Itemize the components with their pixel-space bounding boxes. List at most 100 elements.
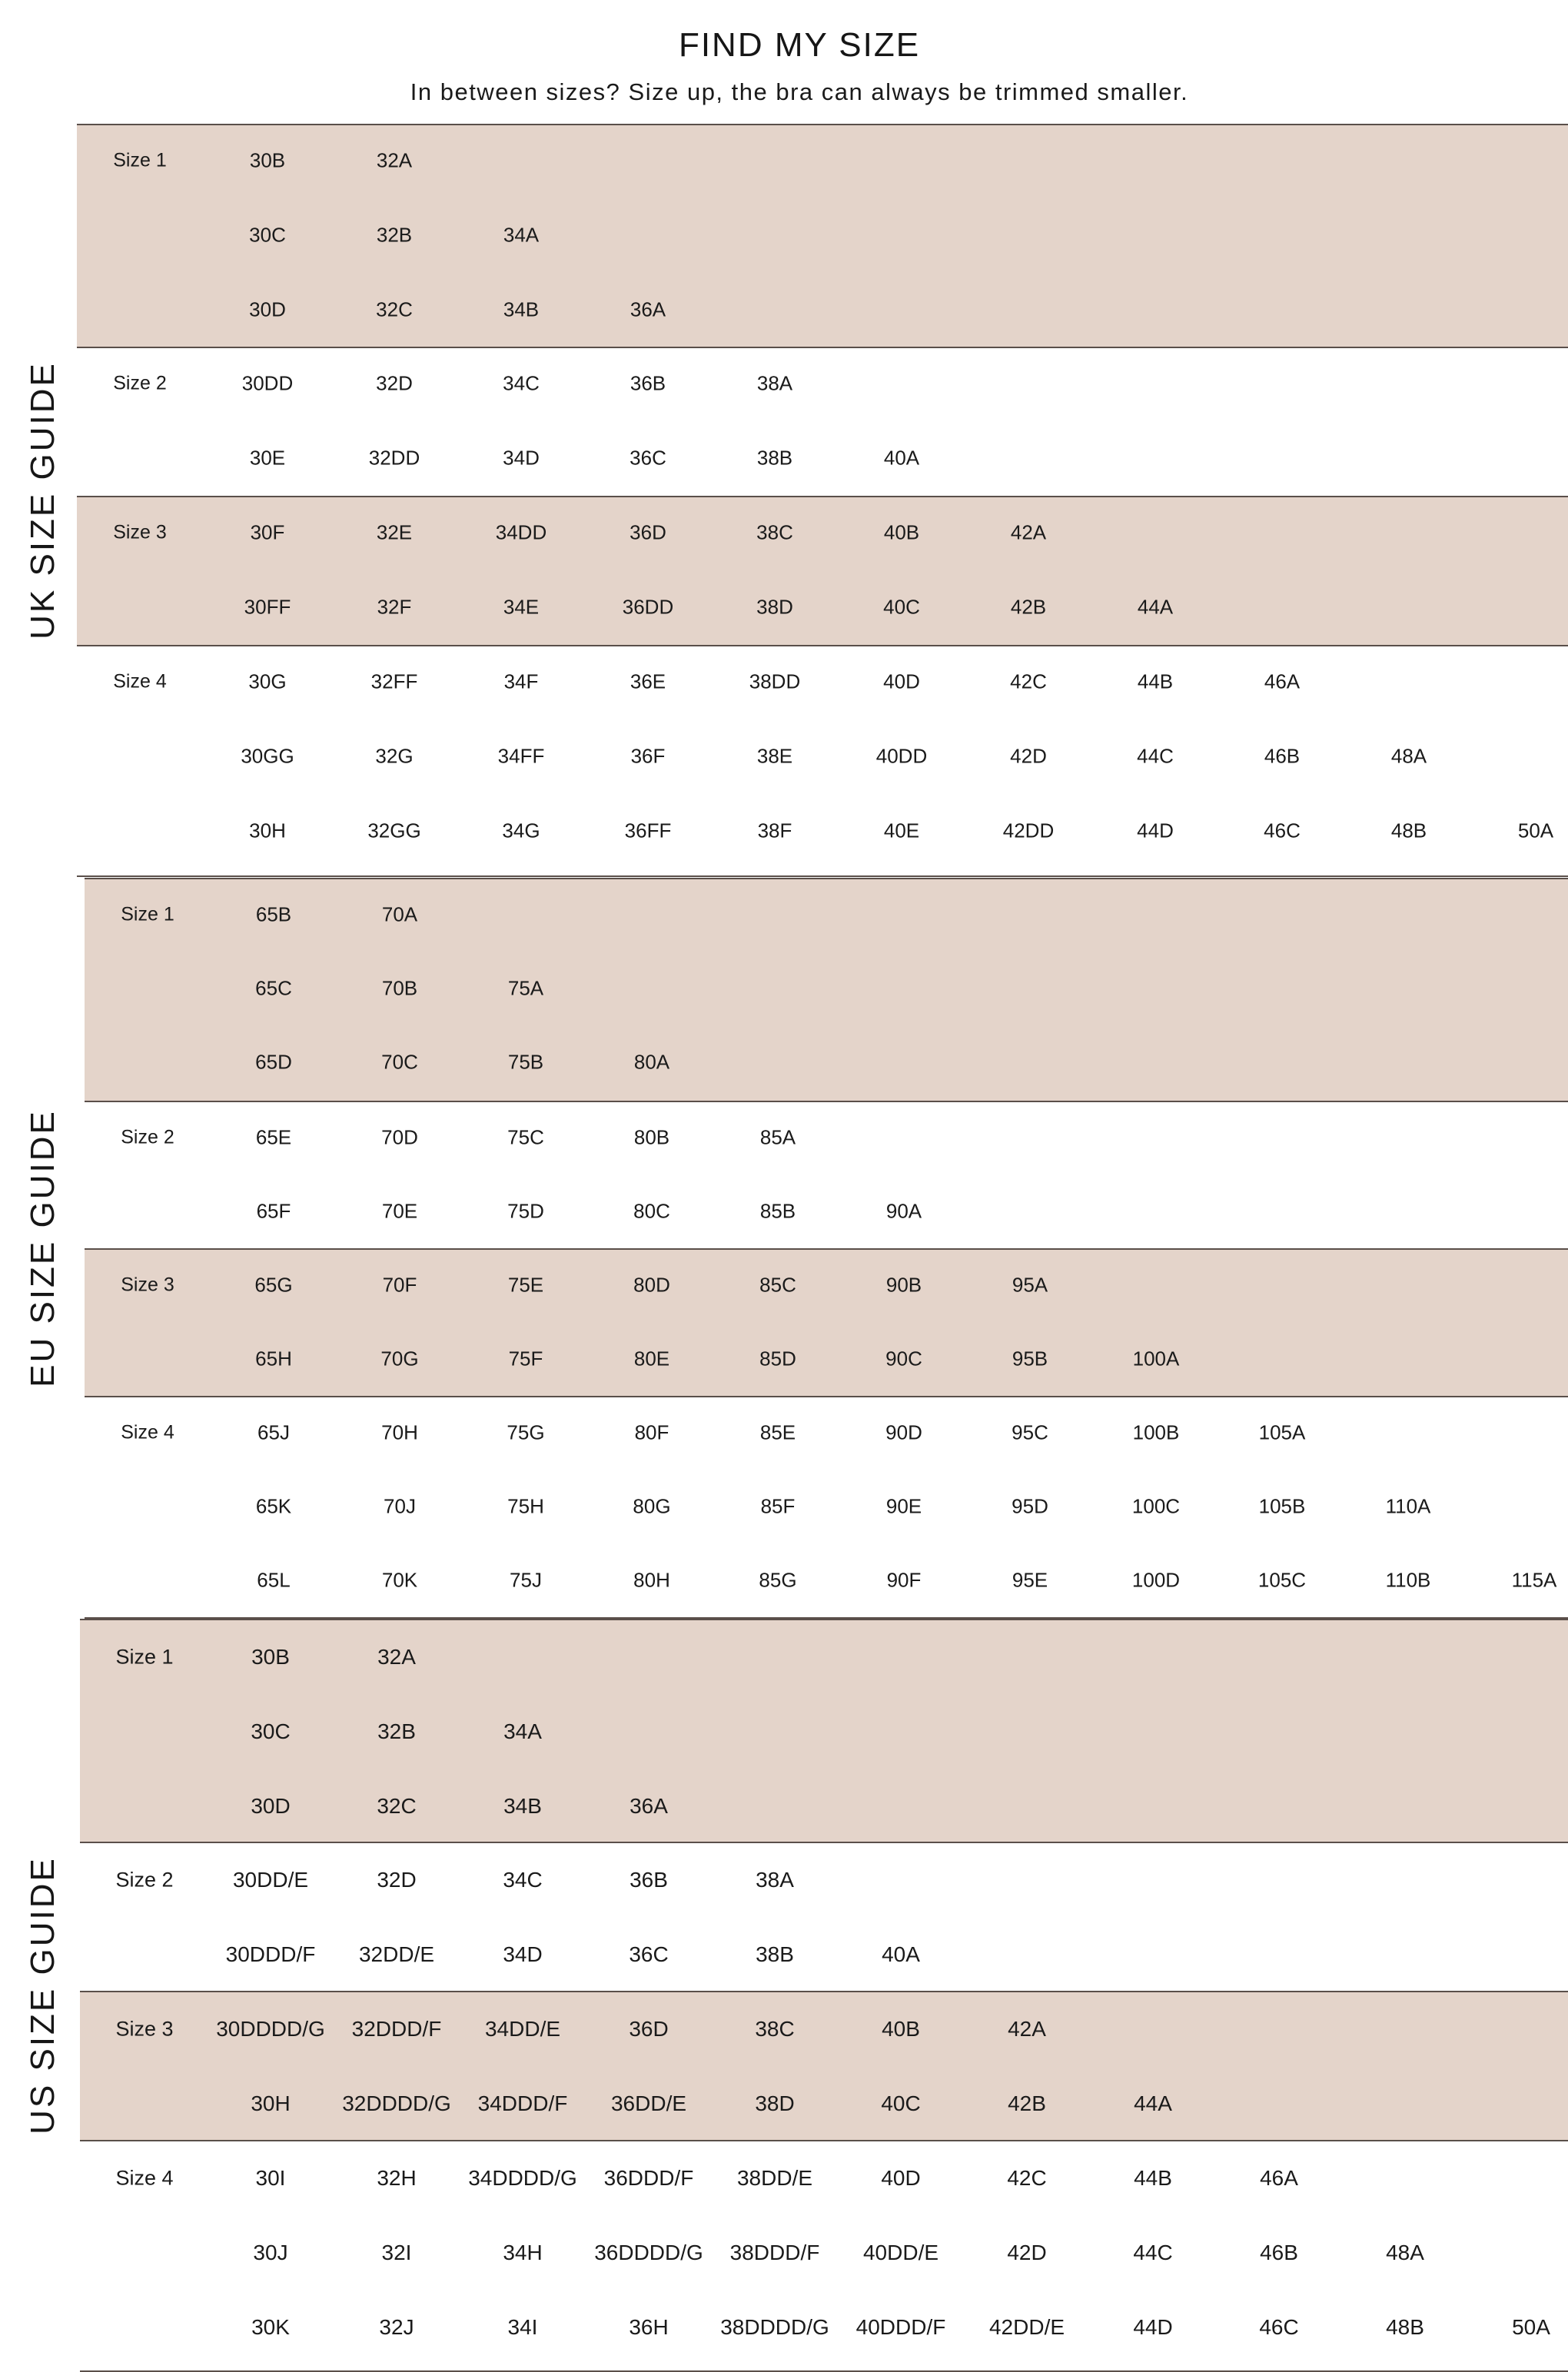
size-cell: 34I <box>507 2315 538 2339</box>
size-cell: 32DD/E <box>358 1942 435 1966</box>
size-cell: 90B <box>885 1273 922 1297</box>
size-cell: 30DDD/F <box>225 1942 316 1966</box>
size-cell: 30F <box>250 520 285 544</box>
size-cell: 90F <box>886 1568 922 1592</box>
size-cell: 95D <box>1012 1494 1048 1518</box>
size-cell: 50A <box>1517 819 1554 842</box>
size-cell: 32B <box>377 1719 416 1743</box>
size-cell: 32E <box>376 520 413 544</box>
size-cell: 44C <box>1137 744 1174 768</box>
size-cell: 70B <box>381 976 418 1000</box>
size-cell: 32GG <box>367 819 421 842</box>
size-cell: 85A <box>759 1125 796 1149</box>
size-cell: 75B <box>507 1050 544 1074</box>
size-cell: 40D <box>883 669 920 693</box>
size-cell: 38DD/E <box>736 2166 813 2190</box>
size-group-label: Size 2 <box>113 372 167 394</box>
size-cell: 38DD <box>749 669 801 693</box>
size-cell: 32A <box>376 148 413 172</box>
size-cell: 70K <box>381 1568 418 1592</box>
size-cell: 40B <box>882 2017 920 2041</box>
size-cell: 110B <box>1385 1568 1431 1592</box>
size-cell: 30I <box>255 2166 286 2190</box>
size-group-label: Size 1 <box>113 149 167 171</box>
us-size-group: Size 1 30B 32A 30C 32B 34A 30D 32C 34B 36A <box>80 1619 1568 1842</box>
size-cell: 34A <box>503 1719 542 1743</box>
size-cell: 48B <box>1390 819 1427 842</box>
size-cell: 42D <box>1007 2241 1047 2264</box>
size-cell: 75F <box>508 1347 543 1370</box>
size-cell: 34A <box>503 223 540 247</box>
page-title: FIND MY SIZE <box>678 26 921 64</box>
size-cell: 40D <box>881 2166 921 2190</box>
size-cell: 38B <box>756 446 793 470</box>
size-cell: 85G <box>759 1568 797 1592</box>
eu-size-group: Size 1 65B 70A 65C 70B 75A 65D 70C 75B 80A <box>85 878 1568 1101</box>
size-cell: 34G <box>502 819 540 842</box>
size-cell: 75D <box>507 1199 544 1223</box>
size-cell: 80F <box>634 1420 669 1444</box>
size-cell: 36A <box>630 1794 668 1818</box>
size-cell: 34B <box>503 1794 542 1818</box>
size-cell: 48A <box>1390 744 1427 768</box>
size-cell: 30H <box>249 819 286 842</box>
size-cell: 50A <box>1512 2315 1550 2339</box>
size-cell: 44D <box>1137 819 1174 842</box>
size-cell: 65C <box>255 976 292 1000</box>
size-cell: 38A <box>756 371 793 395</box>
size-cell: 42D <box>1010 744 1047 768</box>
size-cell: 30E <box>249 446 286 470</box>
size-cell: 36F <box>630 744 666 768</box>
size-cell: 30FF <box>244 595 291 619</box>
size-cell: 40DD <box>875 744 928 768</box>
size-cell: 85C <box>759 1273 796 1297</box>
size-cell: 42A <box>1010 520 1047 544</box>
size-cell: 34DDD/F <box>477 2091 568 2115</box>
size-cell: 36DDDD/G <box>594 2241 703 2264</box>
size-cell: 30C <box>251 1719 291 1743</box>
size-cell: 36DD/E <box>610 2091 687 2115</box>
size-cell: 40A <box>883 446 920 470</box>
size-cell: 65B <box>255 902 292 926</box>
size-cell: 80C <box>633 1199 670 1223</box>
size-cell: 44B <box>1137 669 1174 693</box>
size-cell: 65J <box>257 1420 290 1444</box>
size-cell: 44A <box>1134 2091 1172 2115</box>
size-cell: 38DDDD/G <box>720 2315 829 2339</box>
size-cell: 80A <box>633 1050 670 1074</box>
size-cell: 38A <box>756 1868 794 1892</box>
size-cell: 115A <box>1511 1568 1557 1592</box>
size-cell: 34DD <box>495 520 547 544</box>
size-cell: 48A <box>1386 2241 1424 2264</box>
us-size-guide-label: US SIZE GUIDE <box>24 1856 61 2134</box>
size-cell: 38D <box>756 595 793 619</box>
size-cell: 70A <box>381 902 418 926</box>
size-cell: 46B <box>1264 744 1301 768</box>
size-cell: 34E <box>503 595 540 619</box>
size-cell: 48B <box>1386 2315 1424 2339</box>
size-cell: 100C <box>1131 1494 1181 1518</box>
size-cell: 44D <box>1133 2315 1173 2339</box>
size-cell: 70H <box>381 1420 418 1444</box>
size-cell: 90E <box>885 1494 922 1518</box>
size-group-label: Size 3 <box>115 2017 174 2041</box>
size-cell: 34B <box>503 297 540 321</box>
size-cell: 38E <box>756 744 793 768</box>
size-cell: 34D <box>503 446 540 470</box>
size-cell: 80B <box>633 1125 670 1149</box>
size-cell: 65H <box>255 1347 292 1370</box>
size-group-label: Size 4 <box>113 670 167 693</box>
size-group-label: Size 2 <box>115 1868 174 1892</box>
size-cell: 38F <box>757 819 792 842</box>
size-cell: 32DD <box>368 446 420 470</box>
size-cell: 46B <box>1260 2241 1298 2264</box>
size-cell: 44B <box>1134 2166 1172 2190</box>
size-cell: 46C <box>1259 2315 1299 2339</box>
size-cell: 46A <box>1264 669 1301 693</box>
size-cell: 32FF <box>370 669 418 693</box>
size-cell: 42DD <box>1002 819 1055 842</box>
size-cell: 95B <box>1012 1347 1048 1370</box>
size-cell: 90D <box>885 1420 922 1444</box>
size-cell: 30G <box>248 669 287 693</box>
size-cell: 100A <box>1132 1347 1180 1370</box>
